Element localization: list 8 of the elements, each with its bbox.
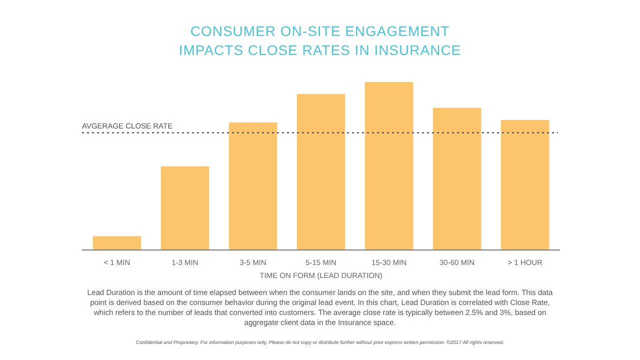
bar: [364, 82, 414, 250]
bar: [160, 166, 210, 250]
bar: [296, 94, 346, 250]
bar: [228, 122, 278, 250]
bar: [92, 236, 142, 250]
bar: [500, 120, 550, 250]
bar: [432, 108, 482, 250]
chart-title: CONSUMER ON-SITE ENGAGEMENT IMPACTS CLOSE RATES IN INSURANCE: [178, 23, 462, 58]
